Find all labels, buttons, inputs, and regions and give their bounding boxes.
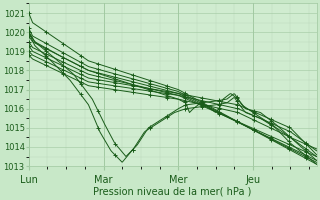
X-axis label: Pression niveau de la mer( hPa ): Pression niveau de la mer( hPa ) bbox=[93, 187, 252, 197]
